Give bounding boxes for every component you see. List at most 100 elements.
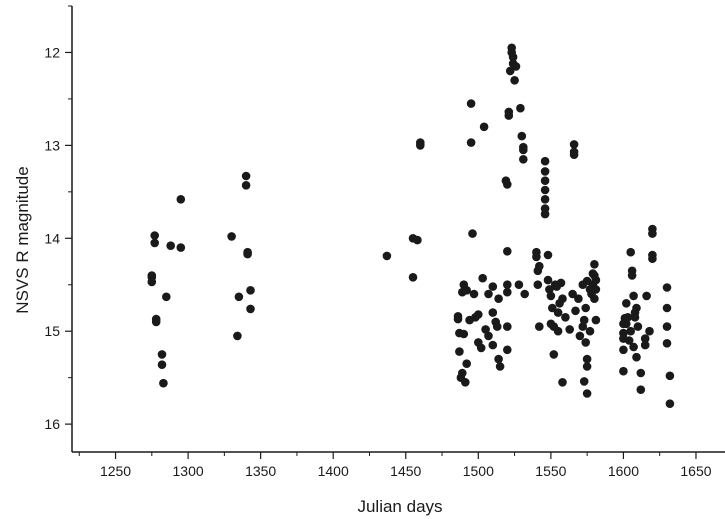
data-points xyxy=(147,43,675,409)
data-point xyxy=(517,131,527,141)
data-point xyxy=(624,336,634,345)
data-point xyxy=(545,285,554,294)
data-point xyxy=(458,368,467,378)
data-point xyxy=(619,366,628,376)
data-point xyxy=(581,338,590,347)
x-tick-label: 1500 xyxy=(463,463,494,479)
y-tick-label: 16 xyxy=(44,416,60,432)
data-point xyxy=(492,322,502,331)
data-point xyxy=(466,138,476,147)
data-point xyxy=(535,261,544,271)
data-point xyxy=(516,103,525,113)
data-point xyxy=(468,229,477,238)
data-point xyxy=(629,291,638,301)
data-point xyxy=(462,359,472,369)
data-point xyxy=(591,285,601,294)
data-point xyxy=(382,251,392,261)
data-point xyxy=(579,377,589,386)
data-point xyxy=(246,286,255,295)
data-point xyxy=(507,43,516,53)
data-point xyxy=(511,62,521,71)
data-point xyxy=(662,283,672,292)
data-point xyxy=(579,315,589,325)
data-point xyxy=(243,249,252,259)
data-point xyxy=(632,352,641,362)
data-point xyxy=(233,331,242,341)
x-tick-label: 1650 xyxy=(680,463,711,479)
data-point xyxy=(469,289,479,299)
data-point xyxy=(585,326,595,336)
data-point xyxy=(519,145,528,155)
data-point xyxy=(571,306,580,316)
data-point xyxy=(636,368,646,378)
data-point xyxy=(503,180,512,189)
data-point xyxy=(241,171,251,181)
data-point xyxy=(642,291,651,301)
data-point xyxy=(151,317,161,327)
tick-labels: 1250 1300 1350 1400 1450 1500 1550 1600 1650 12 13… xyxy=(44,44,711,479)
x-tick-label: 1250 xyxy=(100,463,131,479)
data-point xyxy=(626,326,635,336)
data-point xyxy=(543,250,553,260)
data-point xyxy=(540,209,550,219)
data-point xyxy=(548,303,557,313)
data-point xyxy=(626,247,635,257)
data-point xyxy=(478,273,488,283)
data-point xyxy=(466,99,476,108)
data-point xyxy=(632,303,641,313)
data-point xyxy=(519,155,528,164)
data-point xyxy=(558,294,567,304)
data-point xyxy=(636,385,646,395)
data-point xyxy=(503,322,512,331)
x-tick-label: 1600 xyxy=(608,463,639,479)
data-point xyxy=(488,282,498,291)
data-point xyxy=(162,292,171,302)
data-point xyxy=(494,354,503,364)
data-point xyxy=(630,313,640,322)
data-point xyxy=(627,271,637,280)
data-point xyxy=(234,292,244,302)
data-point xyxy=(640,334,650,343)
data-point xyxy=(510,76,519,85)
data-point xyxy=(157,350,167,359)
data-point xyxy=(455,347,464,356)
x-axis-title: Julian days xyxy=(357,497,442,516)
axes xyxy=(71,6,725,453)
data-point xyxy=(543,275,553,285)
data-point xyxy=(504,107,514,117)
data-point xyxy=(581,303,590,313)
tick-marks xyxy=(65,5,697,459)
data-point xyxy=(662,322,672,331)
data-point xyxy=(540,156,550,166)
data-point xyxy=(453,314,463,324)
data-point xyxy=(568,289,577,299)
data-point xyxy=(640,340,650,350)
data-point xyxy=(558,378,567,387)
data-point xyxy=(629,342,638,352)
data-point xyxy=(556,278,566,288)
data-point xyxy=(495,362,505,371)
data-point xyxy=(569,150,579,159)
data-point xyxy=(549,350,559,359)
data-point xyxy=(623,313,633,322)
data-point xyxy=(574,294,583,304)
data-point xyxy=(176,243,186,252)
data-point xyxy=(505,66,515,76)
data-point xyxy=(533,280,543,290)
data-point xyxy=(503,345,512,355)
x-tick-label: 1350 xyxy=(245,463,276,479)
x-tick-label: 1400 xyxy=(318,463,349,479)
data-point xyxy=(665,371,675,381)
data-point xyxy=(591,275,601,285)
x-tick-label: 1550 xyxy=(535,463,566,479)
data-point xyxy=(481,325,490,334)
data-point xyxy=(462,286,472,295)
data-point xyxy=(662,339,672,348)
data-point xyxy=(622,319,631,329)
data-point xyxy=(540,185,550,195)
data-point xyxy=(565,325,574,334)
data-point xyxy=(147,277,157,287)
y-tick-label: 12 xyxy=(44,44,60,60)
data-point xyxy=(582,389,592,398)
